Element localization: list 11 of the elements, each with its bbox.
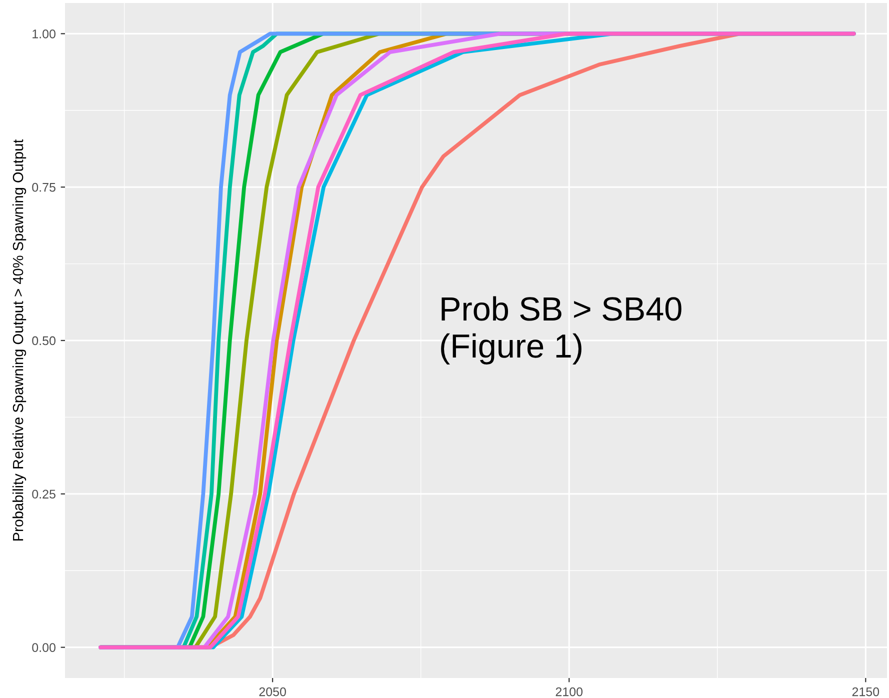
y-tick-label: 0.50 xyxy=(32,336,56,346)
line-series xyxy=(98,32,856,650)
y-tick-label: 0.75 xyxy=(32,182,56,192)
y-tick-label: 0.25 xyxy=(32,490,56,499)
y-tick-label: 0.00 xyxy=(32,643,56,652)
y-axis-title: Probability Relative Spawning Output > 40% Spawning Output xyxy=(12,139,26,541)
x-tick-label: 2100 xyxy=(556,687,583,696)
y-tick-label: 1.00 xyxy=(32,29,56,38)
x-tick-label: 2150 xyxy=(852,687,880,696)
x-tick-label: 2050 xyxy=(259,687,286,696)
annotation: Prob SB > SB40 (Figure 1) xyxy=(441,296,682,364)
